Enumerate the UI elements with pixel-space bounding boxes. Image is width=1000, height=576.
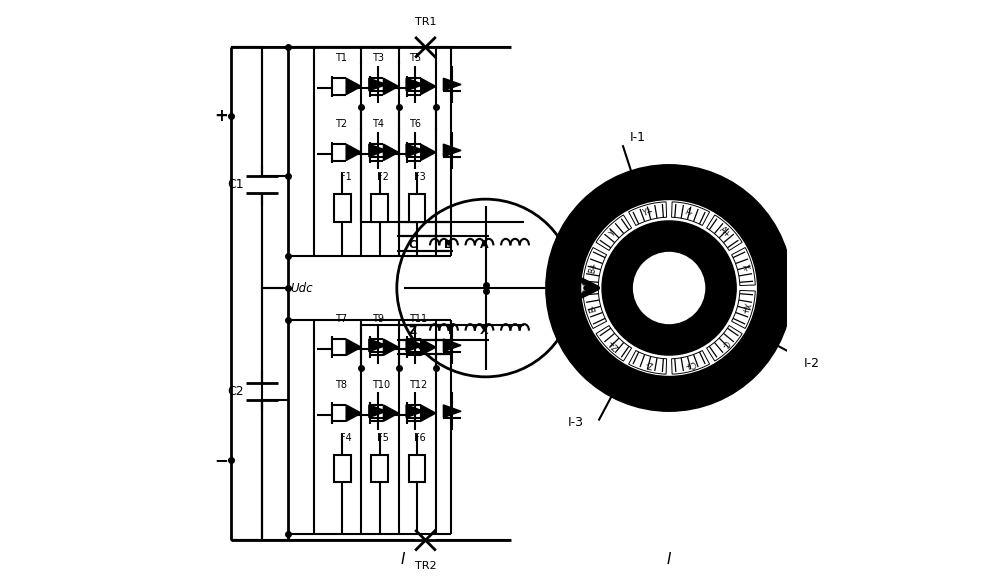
Polygon shape: [406, 405, 424, 418]
Polygon shape: [383, 405, 399, 421]
Polygon shape: [383, 144, 399, 161]
Polygon shape: [346, 78, 361, 94]
Polygon shape: [406, 339, 424, 351]
Polygon shape: [369, 405, 387, 418]
Text: T8: T8: [335, 380, 347, 390]
Text: T12: T12: [409, 380, 428, 390]
Text: C1: C1: [227, 179, 244, 191]
Text: Y: Y: [445, 325, 453, 336]
Circle shape: [397, 199, 575, 377]
Text: T4: T4: [372, 119, 384, 129]
Text: T7: T7: [335, 314, 347, 324]
Polygon shape: [732, 290, 755, 328]
Text: A+: A+: [717, 225, 732, 240]
Text: X+: X+: [739, 301, 751, 315]
Text: T2: T2: [335, 119, 347, 129]
Text: T3: T3: [372, 53, 384, 63]
Text: T9: T9: [372, 314, 384, 324]
Text: Udc: Udc: [291, 282, 313, 294]
Text: F4: F4: [340, 433, 351, 443]
Polygon shape: [421, 339, 436, 355]
Polygon shape: [383, 339, 399, 355]
Bar: [334, 194, 351, 222]
Text: A-: A-: [684, 207, 694, 218]
Text: B+: B+: [587, 261, 599, 274]
Text: Y+: Y+: [642, 206, 655, 218]
Text: I-1: I-1: [629, 131, 645, 144]
Polygon shape: [443, 144, 461, 157]
Polygon shape: [421, 405, 436, 421]
Text: F1: F1: [340, 172, 351, 182]
Text: T10: T10: [372, 380, 390, 390]
Polygon shape: [421, 144, 436, 161]
Text: F6: F6: [414, 433, 426, 443]
Text: Y-: Y-: [608, 227, 619, 238]
Text: I-3: I-3: [568, 416, 584, 429]
Polygon shape: [346, 339, 361, 355]
Circle shape: [580, 199, 758, 377]
Text: I-2: I-2: [804, 357, 820, 370]
Text: I: I: [667, 552, 671, 567]
Circle shape: [632, 251, 706, 325]
Text: B: B: [444, 240, 453, 251]
Text: Z+: Z+: [606, 336, 621, 351]
Text: C+: C+: [683, 358, 696, 370]
Polygon shape: [443, 339, 461, 351]
Text: I: I: [400, 552, 405, 567]
Polygon shape: [732, 248, 755, 286]
Text: F2: F2: [377, 172, 389, 182]
Text: +: +: [214, 107, 228, 125]
Bar: [334, 455, 351, 482]
Polygon shape: [443, 78, 461, 91]
Text: T6: T6: [409, 119, 421, 129]
Text: A: A: [480, 240, 488, 251]
Text: F5: F5: [377, 433, 389, 443]
Bar: [371, 455, 388, 482]
Polygon shape: [346, 405, 361, 421]
Text: B-: B-: [588, 304, 599, 313]
Polygon shape: [369, 78, 387, 91]
Text: F3: F3: [414, 172, 426, 182]
Text: T5: T5: [409, 53, 421, 63]
Polygon shape: [421, 78, 436, 94]
Polygon shape: [406, 78, 424, 91]
Text: X: X: [480, 325, 488, 336]
Text: X-: X-: [740, 263, 750, 272]
Polygon shape: [707, 325, 742, 361]
Polygon shape: [369, 144, 387, 157]
Polygon shape: [629, 202, 667, 225]
Text: −: −: [214, 451, 228, 469]
Text: Z: Z: [409, 325, 417, 336]
Polygon shape: [672, 202, 710, 225]
Text: TR1: TR1: [415, 17, 436, 26]
Circle shape: [602, 221, 736, 355]
Bar: [409, 455, 425, 482]
Text: Z-: Z-: [644, 358, 654, 369]
Text: T1: T1: [335, 53, 347, 63]
Polygon shape: [596, 325, 632, 361]
Text: C-: C-: [719, 338, 731, 350]
Polygon shape: [443, 405, 461, 418]
Polygon shape: [583, 290, 607, 328]
Polygon shape: [346, 144, 361, 161]
Text: C2: C2: [227, 385, 244, 397]
Polygon shape: [707, 215, 742, 251]
Bar: [371, 194, 388, 222]
Circle shape: [546, 165, 792, 411]
Polygon shape: [369, 339, 387, 351]
Polygon shape: [583, 248, 607, 286]
Polygon shape: [383, 78, 399, 94]
Bar: [409, 194, 425, 222]
Polygon shape: [596, 215, 632, 251]
Polygon shape: [629, 351, 667, 374]
Text: C: C: [409, 240, 417, 251]
Text: T11: T11: [409, 314, 427, 324]
Polygon shape: [672, 351, 710, 374]
Polygon shape: [406, 144, 424, 157]
Text: TR2: TR2: [415, 561, 436, 571]
